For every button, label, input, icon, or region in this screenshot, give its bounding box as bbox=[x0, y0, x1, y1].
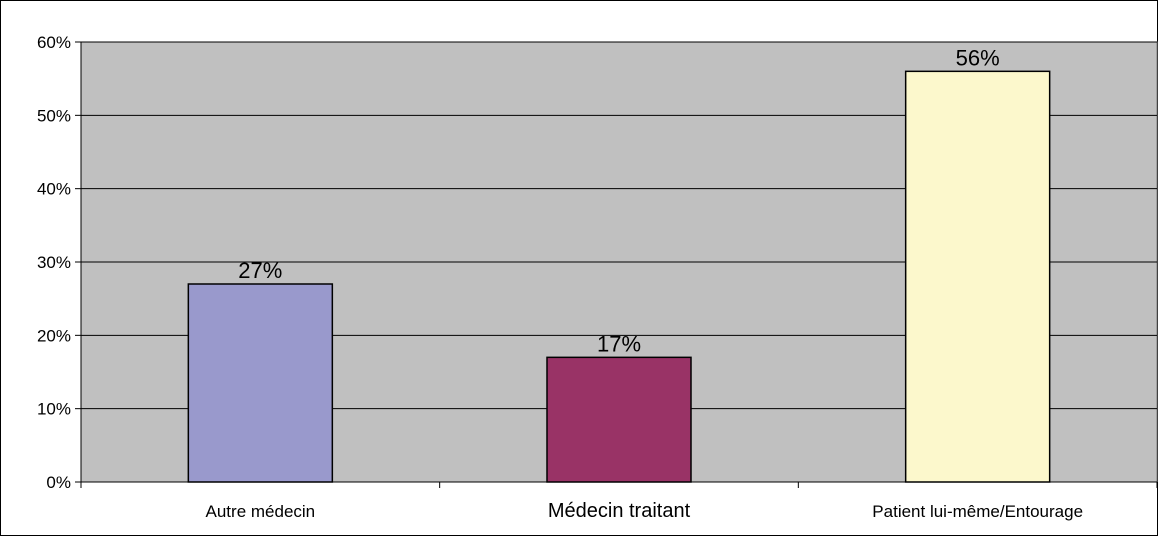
bars bbox=[187, 70, 1051, 483]
data-label: 56% bbox=[956, 45, 1000, 70]
data-label: 17% bbox=[597, 331, 641, 356]
x-tick-label: Médecin traitant bbox=[548, 500, 691, 522]
y-tick-label: 50% bbox=[37, 106, 71, 125]
bar bbox=[187, 283, 334, 483]
y-axis-ticks: 0% 10% 20% 30% 40% 50% 60% bbox=[37, 33, 81, 492]
y-tick-label: 60% bbox=[37, 33, 71, 52]
data-label: 27% bbox=[238, 258, 282, 283]
y-tick-label: 10% bbox=[37, 400, 71, 419]
bar bbox=[546, 356, 692, 483]
y-tick-label: 0% bbox=[46, 473, 71, 492]
data-labels: 27% 17% 56% bbox=[238, 45, 999, 356]
x-tick-label: Autre médecin bbox=[206, 502, 316, 521]
bar bbox=[904, 70, 1051, 483]
y-tick-label: 20% bbox=[37, 326, 71, 345]
y-tick-label: 30% bbox=[37, 253, 71, 272]
x-axis-ticks: Autre médecin Médecin traitant Patient lui… bbox=[80, 482, 1158, 522]
y-tick-label: 40% bbox=[37, 180, 71, 199]
x-tick-label: Patient lui-même/Entourage bbox=[872, 502, 1083, 521]
